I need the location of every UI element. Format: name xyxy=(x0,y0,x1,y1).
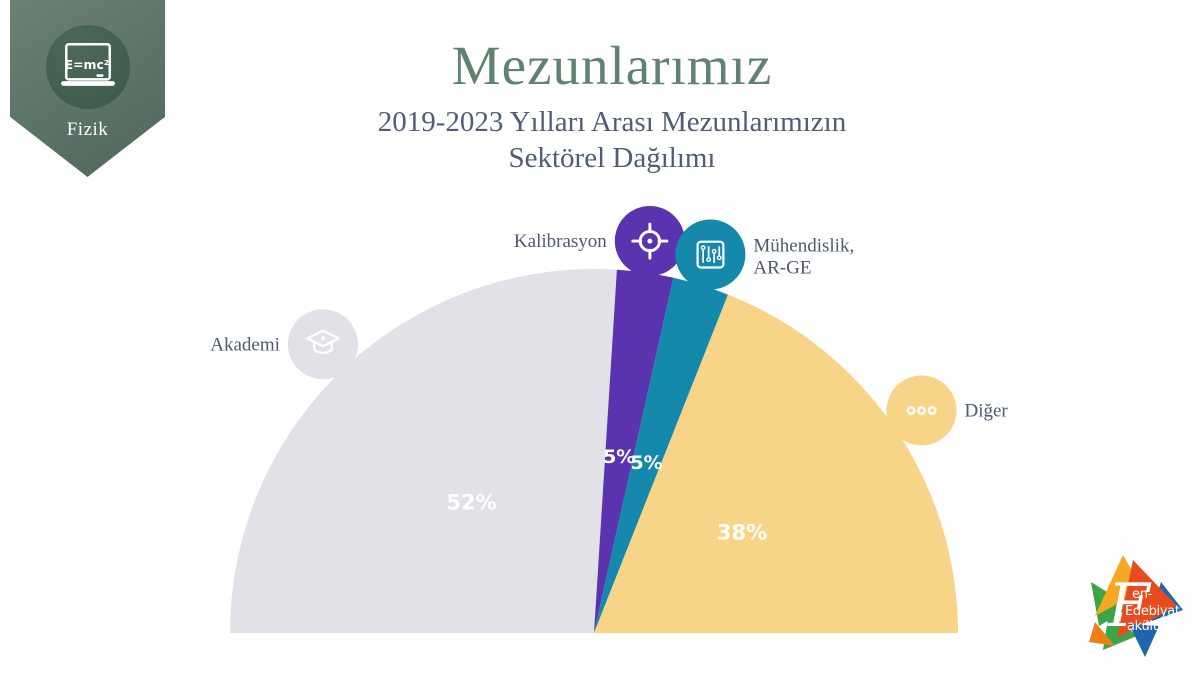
logo-text-line2: Edebiyat xyxy=(1125,604,1180,619)
formula-text: E=mc² xyxy=(65,57,110,72)
faculty-logo: F en- Edebiyat akültesi xyxy=(1089,555,1183,657)
badge-icon-circle: E=mc² xyxy=(46,25,130,109)
graduation-cap-icon xyxy=(306,329,340,355)
pie-segment-akademi xyxy=(230,268,617,633)
value-label-di-er: 38% xyxy=(717,520,767,544)
subtitle-line-1: 2019-2023 Yılları Arası Mezunlarımızın xyxy=(377,106,847,138)
segment-label-kalibrasyon: Kalibrasyon xyxy=(514,231,607,252)
segment-icon-bubble-akademi xyxy=(287,309,358,380)
logo-initial: F xyxy=(1107,571,1152,641)
ellipsis-icon xyxy=(906,405,937,415)
logo-triangle-blue-bottom xyxy=(1129,624,1159,657)
value-label-m-hendislik-ar-ge: 5% xyxy=(630,452,662,474)
segment-icon-bubble-di-er xyxy=(886,375,957,446)
segment-label-di-er: Diğer xyxy=(965,400,1009,421)
pie-segment-m-hendislik-ar-ge xyxy=(594,277,728,633)
segment-label-m-hendislik-ar-ge-line2: AR-GE xyxy=(753,258,811,279)
chalk-piece xyxy=(96,74,104,77)
subtitle-line-2: Sektörel Dağılımı xyxy=(508,142,716,174)
logo-text-line3: akültesi xyxy=(1127,619,1175,634)
segment-label-akademi: Akademi xyxy=(210,334,280,355)
chalkboard-icon: E=mc² xyxy=(61,42,115,86)
header: Mezunlarımız 2019-2023 Yılları Arası Mez… xyxy=(162,34,1062,176)
value-label-kalibrasyon: 5% xyxy=(603,446,635,468)
value-label-akademi: 52% xyxy=(446,491,496,515)
segment-icon-bubble-m-hendislik-ar-ge xyxy=(675,219,746,290)
pie-segment-kalibrasyon xyxy=(594,269,674,633)
chalk-tray xyxy=(61,81,115,86)
target-icon xyxy=(631,222,669,260)
badge-label: Fizik xyxy=(66,119,109,140)
circuit-board-icon xyxy=(696,240,725,269)
logo-triangle-orange-small xyxy=(1089,622,1115,646)
page-title: Mezunlarımız xyxy=(451,35,773,96)
logo-triangle-red-center xyxy=(1117,560,1177,638)
pie-segment-di-er xyxy=(594,294,958,633)
logo-text-line1: en- xyxy=(1132,587,1153,602)
chart-subtitle: 2019-2023 Yılları Arası Mezunlarımızın S… xyxy=(162,104,1062,176)
segment-label-m-hendislik-ar-ge-line1: Mühendislik, xyxy=(753,236,854,257)
